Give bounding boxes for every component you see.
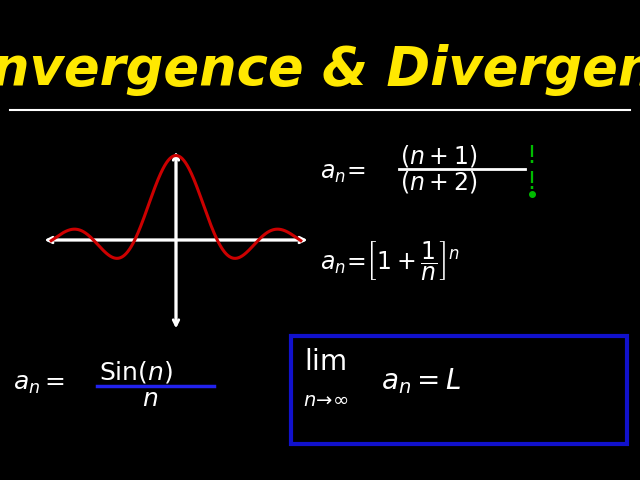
Text: $a_n\!=\!$: $a_n\!=\!$ <box>320 161 365 185</box>
Text: $a_n=$: $a_n=$ <box>13 372 65 396</box>
Text: $\lim$: $\lim$ <box>304 348 346 376</box>
Text: $(n+2)$: $(n+2)$ <box>400 169 477 195</box>
Text: Convergence & Divergence: Convergence & Divergence <box>0 44 640 96</box>
Text: $a_n = L$: $a_n = L$ <box>381 367 461 396</box>
Text: $\mathrm{Sin}(n)$: $\mathrm{Sin}(n)$ <box>99 359 173 385</box>
Bar <box>291 336 627 444</box>
Text: $(n+1)$: $(n+1)$ <box>400 143 477 169</box>
Text: $n\!\to\!\infty$: $n\!\to\!\infty$ <box>303 391 349 410</box>
Text: $a_n\!=\!\left[1+\dfrac{1}{n}\right]^n$: $a_n\!=\!\left[1+\dfrac{1}{n}\right]^n$ <box>320 240 460 283</box>
Text: $n$: $n$ <box>142 387 159 411</box>
Text: $!$: $!$ <box>526 144 534 168</box>
Text: $!$: $!$ <box>526 170 534 194</box>
